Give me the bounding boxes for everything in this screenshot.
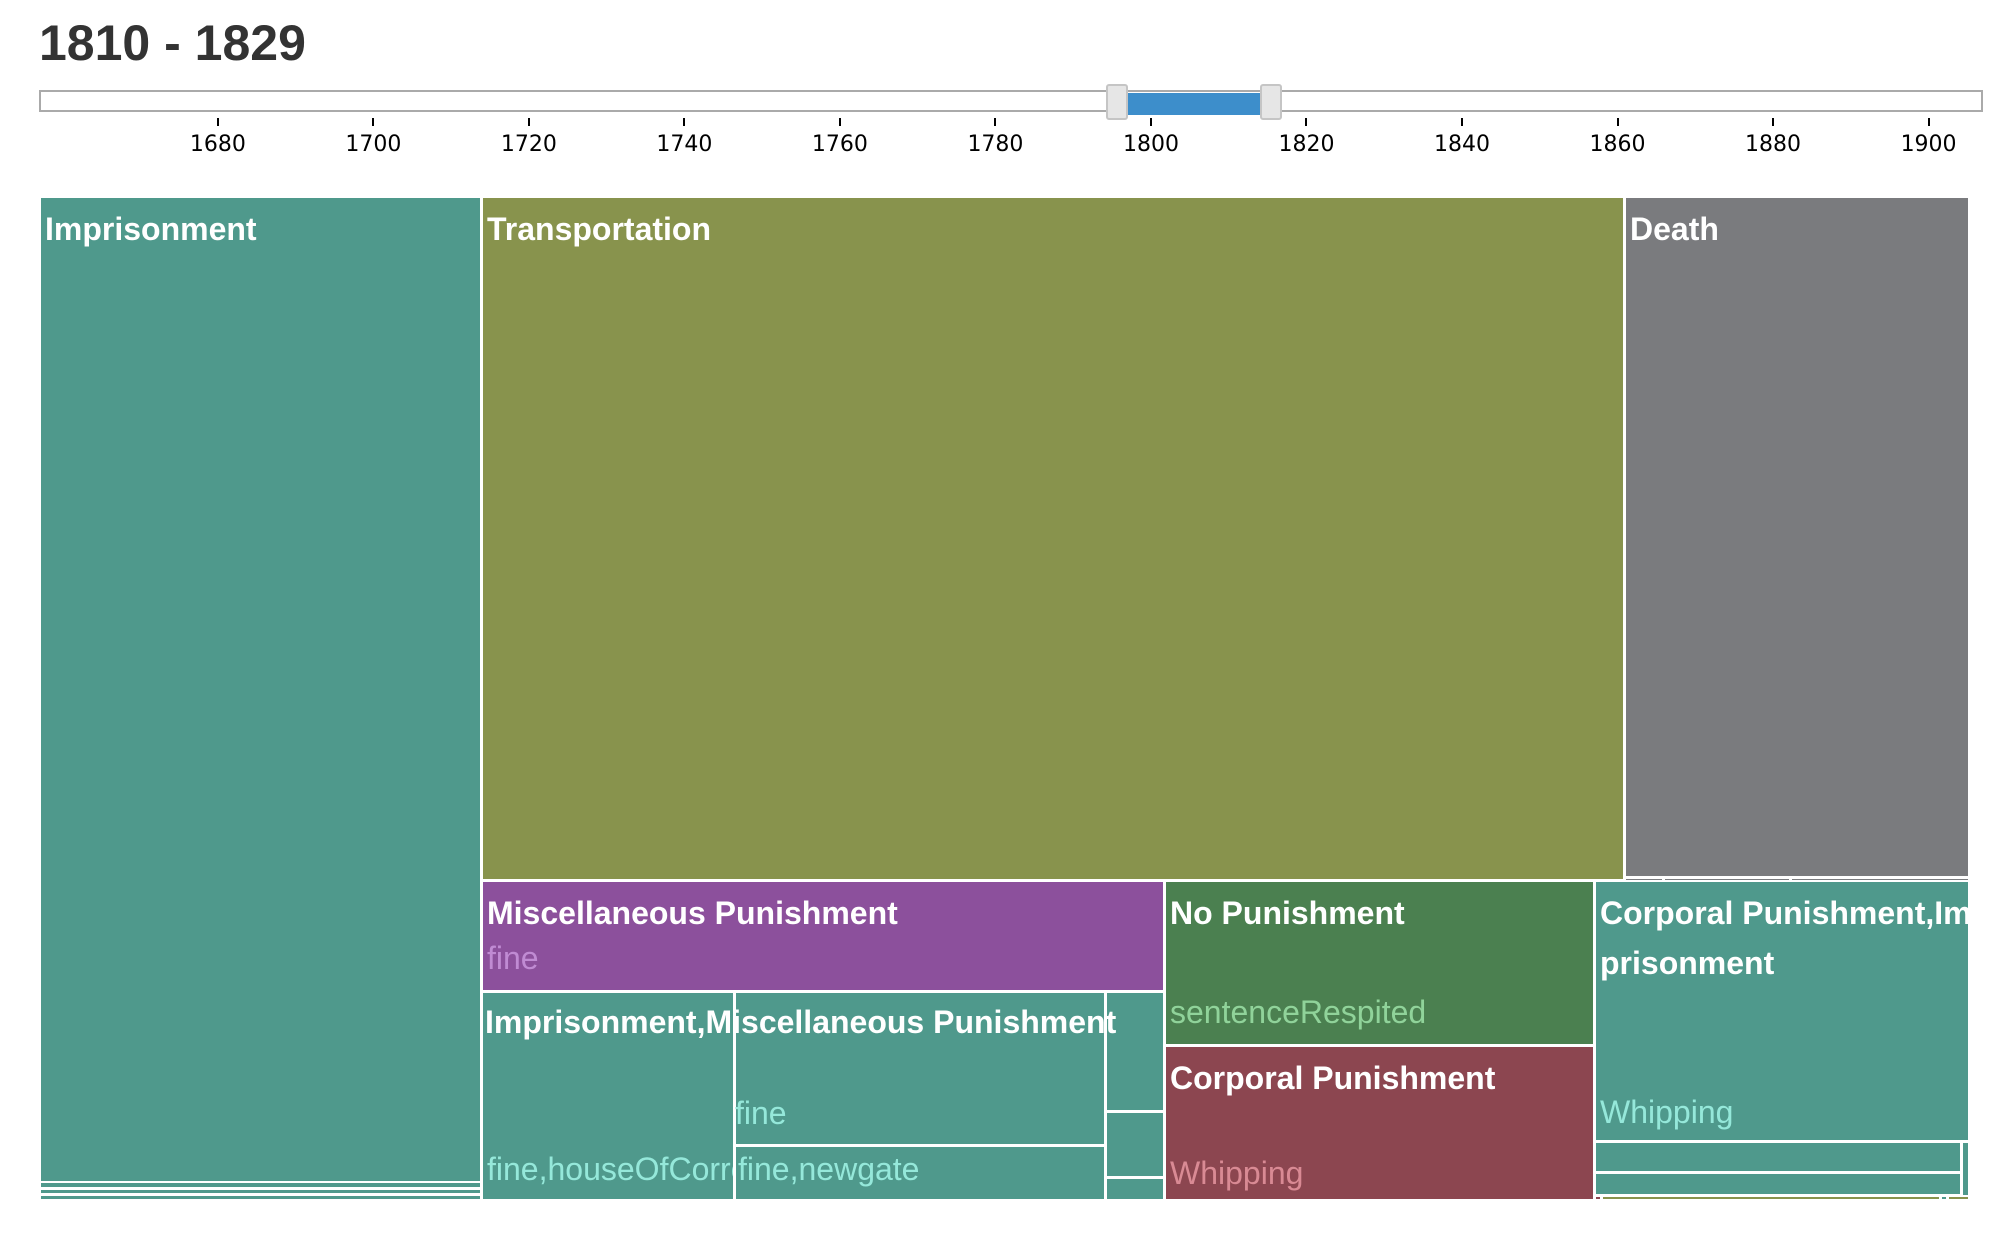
treemap-cell-label: Miscellaneous Punishment <box>487 895 898 931</box>
treemap-cell-label: Death <box>1630 211 1719 247</box>
treemap-cell-no-punishment[interactable]: No Punishment sentenceRespited <box>1164 880 1595 1046</box>
treemap-sub-label: Whipping <box>1600 1094 1734 1130</box>
treemap-sub-label: fine,houseOfCorrection <box>487 1151 733 1187</box>
axis-tick-label: 1700 <box>345 132 402 157</box>
axis-tick <box>1305 118 1308 126</box>
treemap-cell-corporal-punishment-imprisonment[interactable]: Corporal Punishment,Imprisonment Whipping <box>1594 880 1970 1142</box>
axis-tick <box>372 118 375 126</box>
treemap-cell-imprisonment[interactable]: Imprisonment <box>39 196 482 1201</box>
treemap-sub-label: fine,newgate <box>738 1151 920 1187</box>
axis-tick-label: 1720 <box>500 132 557 157</box>
page-title: 1810 - 1829 <box>39 15 306 71</box>
year-range-slider[interactable] <box>39 84 1983 120</box>
treemap-cell-small[interactable] <box>1961 1141 1970 1201</box>
treemap-cell-label: Corporal Punishment <box>1170 1060 1496 1096</box>
treemap-cell-miscellaneous-punishment[interactable]: Miscellaneous Punishment fine <box>481 880 1165 992</box>
axis-tick <box>216 118 219 126</box>
treemap-cell-small[interactable] <box>1601 1195 1941 1201</box>
treemap-cell-small[interactable] <box>1594 1141 1962 1173</box>
year-axis: 1680 1700 1720 1740 1760 1780 1800 1820 1840 1860… <box>39 118 1983 158</box>
axis-tick-label: 1820 <box>1278 132 1335 157</box>
axis-tick <box>838 118 841 126</box>
treemap-cell-label: No Punishment <box>1170 895 1405 931</box>
axis-tick <box>1149 118 1152 126</box>
treemap-cell-label: Transportation <box>487 211 712 247</box>
axis-tick-label: 1840 <box>1434 132 1490 157</box>
treemap-cell-death[interactable]: Death <box>1624 196 1970 878</box>
treemap-cell-label: Imprisonment,Miscellaneous Punishment <box>485 1004 1117 1040</box>
axis-tick <box>1772 118 1775 126</box>
treemap-sub-label: fine <box>735 1095 787 1131</box>
slider-track[interactable] <box>39 90 1983 112</box>
slider-selected-range[interactable] <box>1127 93 1260 115</box>
treemap-cell-small[interactable] <box>39 1194 482 1201</box>
treemap-group-labels: Imprisonment,Miscellaneous Punishment fin… <box>481 991 1165 1201</box>
axis-tick-label: 1780 <box>967 132 1024 157</box>
axis-tick <box>1927 118 1930 126</box>
treemap-sub-label: Whipping <box>1170 1155 1304 1191</box>
treemap-sub-label: sentenceRespited <box>1170 994 1427 1030</box>
treemap-cell-transportation[interactable]: Transportation <box>481 196 1625 881</box>
axis-tick-label: 1760 <box>811 132 868 157</box>
axis-tick-label: 1860 <box>1589 132 1646 157</box>
axis-tick-label: 1880 <box>1745 132 1802 157</box>
axis-tick-label: 1740 <box>656 132 713 157</box>
treemap-cell-small[interactable] <box>1947 1195 1970 1201</box>
axis-tick <box>1461 118 1463 126</box>
treemap-cell-small[interactable] <box>1594 1172 1962 1196</box>
slider-handle-end[interactable] <box>1259 84 1282 120</box>
axis-tick <box>1616 118 1619 126</box>
axis-tick-label: 1900 <box>1900 132 1957 157</box>
axis-tick <box>683 118 686 126</box>
slider-handle-start[interactable] <box>1105 84 1128 120</box>
treemap-cell-corporal-punishment[interactable]: Corporal Punishment Whipping <box>1164 1045 1595 1201</box>
treemap-subcell[interactable] <box>481 991 735 1201</box>
treemap-sub-label: fine <box>487 940 539 976</box>
axis-tick-label: 1800 <box>1122 132 1179 157</box>
treemap-cell-label: Imprisonment <box>45 211 257 247</box>
treemap-subcell[interactable] <box>734 1145 1106 1201</box>
axis-tick-label: 1680 <box>189 132 246 157</box>
treemap-cell-label: Corporal Punishment,Imprisonment <box>1600 895 1970 981</box>
axis-tick <box>527 118 530 126</box>
axis-tick <box>994 118 997 126</box>
